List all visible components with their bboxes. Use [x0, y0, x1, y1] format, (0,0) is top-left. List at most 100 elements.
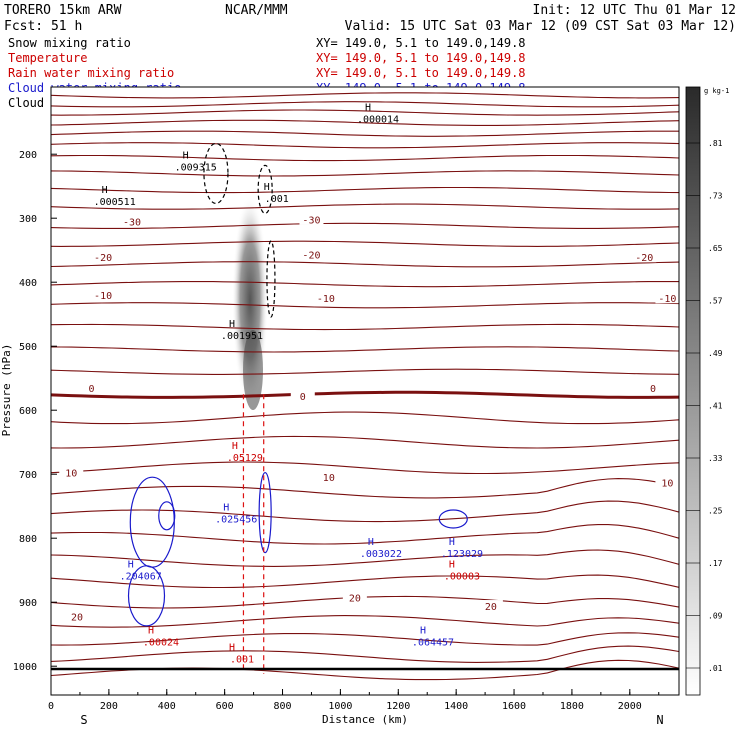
plot-frame	[50, 86, 680, 696]
temperature-label: -20	[94, 253, 112, 264]
y-tick-label: 600	[19, 406, 37, 417]
maximum-marker: H	[183, 151, 189, 162]
legend-xy: XY= 149.0, 5.1 to 149.0,149.8	[316, 36, 526, 50]
temperature-label: -20	[635, 253, 653, 264]
temperature-label-bg	[316, 470, 341, 482]
temperature-contour	[51, 368, 679, 375]
temperature-contour	[51, 435, 679, 449]
temperature-label-bg	[299, 248, 324, 260]
temperature-contour	[51, 222, 679, 229]
x-tick-label: 200	[100, 701, 118, 712]
temperature-contour	[51, 101, 679, 108]
colorbar-labels: .01 .09 .17 .25 .33 .41 .49 .57 .65 .73 .81	[686, 139, 723, 673]
temperature-label: 20	[349, 594, 361, 605]
x-axis-label: Distance (km)	[322, 713, 408, 726]
x-tick-label: 1600	[502, 701, 526, 712]
maximum-marker: H	[102, 185, 108, 196]
cloud-ice-contour	[257, 164, 273, 214]
maximum-value: .123029	[441, 549, 483, 560]
x-tick-label: 600	[216, 701, 234, 712]
forecast-hour: Fcst: 51 h	[4, 19, 82, 34]
temperature-contour	[51, 323, 679, 331]
legend-label: Rain water mixing ratio	[8, 66, 174, 80]
temperature-contour	[51, 461, 679, 475]
temperature-contour	[51, 281, 679, 288]
colorbar-level: .57	[708, 297, 723, 306]
cloud-water-contour	[158, 501, 176, 531]
axes: 0 200 400 600 800 1000 1200 1400 1600 1800 2000200…	[13, 150, 660, 712]
legend-label: Temperature	[8, 51, 87, 65]
cloud-water-contours	[127, 471, 468, 627]
colorbar	[685, 86, 701, 696]
maximum-value: .001	[230, 655, 254, 666]
temperature-contour	[51, 130, 679, 137]
temperature-contour	[51, 186, 679, 194]
maximum-marker: H	[148, 625, 154, 636]
temperature-contour	[51, 302, 679, 309]
colorbar-level: .01	[708, 664, 723, 673]
temperature-label: -30	[302, 215, 320, 226]
organization-label: NCAR/MMM	[225, 3, 288, 18]
maximum-value: .025456	[215, 515, 257, 526]
maximum-value: .000511	[94, 197, 136, 208]
colorbar-level: .17	[708, 559, 723, 568]
maximum-value: .001951	[221, 331, 263, 342]
x-tick-label: 0	[48, 701, 54, 712]
x-tick-label: 1800	[560, 701, 584, 712]
temperature-label-bg	[632, 251, 657, 263]
maximum-value: .204067	[120, 571, 162, 582]
y-tick-label: 500	[19, 342, 37, 353]
temperature-label: -20	[302, 251, 320, 262]
maximum-marker: H	[365, 103, 371, 114]
temperature-label-bg	[65, 610, 90, 622]
temperature-contour	[51, 346, 679, 353]
maximum-value: .009315	[175, 163, 217, 174]
temperature-label-bg	[655, 292, 680, 304]
y-tick-label: 300	[19, 214, 37, 225]
y-tick-label: 900	[19, 598, 37, 609]
maximum-marker: H	[368, 537, 374, 548]
model-title: TORERO 15km ARW	[4, 3, 122, 18]
y-axis-label: Pressure (hPa)	[0, 344, 13, 437]
temperature-label: 0	[300, 392, 306, 403]
temperature-contour	[51, 92, 679, 99]
temperature-contour	[51, 203, 679, 210]
temperature-label: 0	[89, 384, 95, 395]
maximum-marker: H	[264, 182, 270, 193]
temperature-label: -10	[94, 291, 112, 302]
maximum-marker: H	[128, 559, 134, 570]
x-tick-label: 1000	[328, 701, 352, 712]
maximum-value: .00024	[143, 637, 179, 648]
temperature-contour	[51, 645, 679, 663]
colorbar-level: .09	[708, 612, 723, 621]
maximum-value: .001	[265, 194, 289, 205]
cloud-ice-contour	[203, 142, 229, 204]
temperature-label-bg	[655, 476, 680, 488]
temperature-label-bg	[290, 390, 315, 402]
temperature-label-bg	[59, 466, 84, 478]
temperature-contour	[51, 615, 679, 628]
temperature-label-bg	[79, 381, 104, 393]
temperature-contours	[51, 92, 679, 681]
temperature-contour	[51, 240, 679, 247]
temperature-contour	[51, 154, 679, 162]
temperature-contour	[51, 574, 679, 589]
maximum-marker: H	[229, 319, 235, 330]
temperature-contour	[51, 109, 679, 116]
maximum-marker: H	[449, 537, 455, 548]
x-tick-label: 2000	[618, 701, 642, 712]
temperature-label-bg	[640, 381, 665, 393]
temperature-contour	[51, 549, 679, 567]
maximum-value: .000014	[357, 115, 399, 126]
x-tick-label: 1200	[386, 701, 410, 712]
y-tick-label: 1000	[13, 662, 37, 673]
temperature-contour	[51, 119, 679, 126]
temperature-contour	[51, 524, 679, 545]
valid-time: Valid: 15 UTC Sat 03 Mar 12 (09 CST Sat …	[345, 19, 736, 34]
colorbar-level: .41	[708, 402, 723, 411]
snow-shading-core	[243, 330, 263, 410]
temperature-label: 10	[65, 468, 77, 479]
maxima-labels: H.000014H.009315H.001H.000511H.001951H.0…	[94, 103, 483, 666]
temperature-label: 0	[650, 384, 656, 395]
